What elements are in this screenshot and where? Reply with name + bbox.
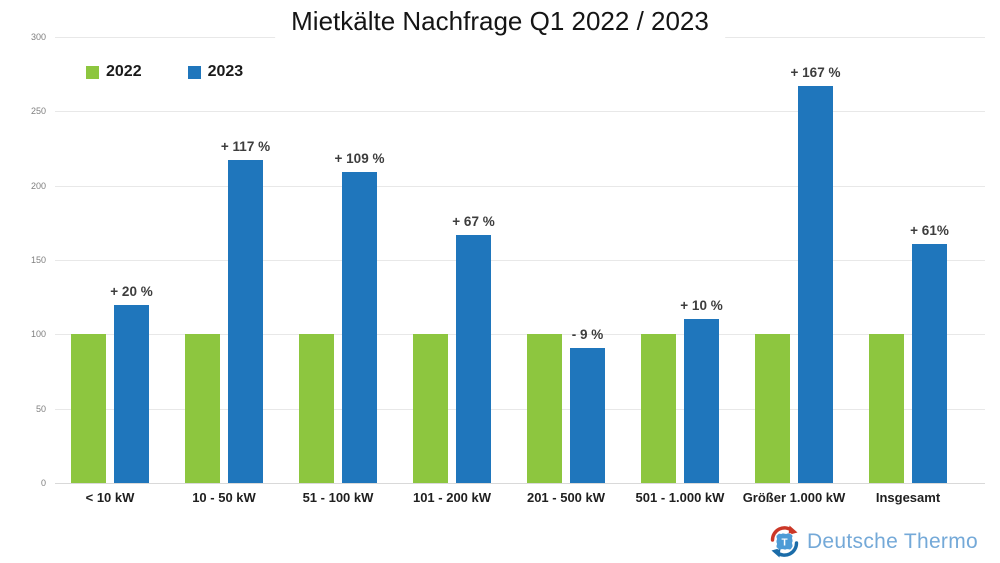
y-axis-tick-label: 150: [30, 255, 46, 265]
bar-2022: [71, 334, 106, 483]
chart-title: Mietkälte Nachfrage Q1 2022 / 2023: [275, 3, 725, 41]
bar-2023: [798, 86, 833, 483]
bar-group: + 67 %: [395, 0, 509, 483]
y-axis-tick-label: 0: [40, 478, 46, 488]
x-axis-label: 501 - 1.000 kW: [635, 490, 725, 505]
legend-swatch-2022: [86, 65, 99, 79]
bar-2023: [114, 304, 149, 483]
bar-value-label: + 117 %: [220, 139, 271, 155]
bar-2023: [570, 347, 605, 483]
y-axis-tick-label: 250: [30, 106, 46, 117]
gridline: [55, 408, 985, 410]
brand-logo: T Deutsche Thermo: [766, 523, 978, 560]
gridline: [55, 483, 985, 484]
bar-group: + 109 %: [281, 0, 395, 483]
x-axis-label: 51 - 100 kW: [302, 490, 374, 505]
legend-item-2023: 2023: [187, 63, 244, 81]
svg-text:T: T: [781, 538, 787, 549]
bar-2022: [413, 334, 448, 483]
y-axis-tick-label: 300: [30, 32, 46, 42]
bar-value-label: + 10 %: [680, 298, 723, 314]
legend-item-2022: 2022: [86, 63, 142, 81]
deutsche-thermo-logo-icon: T: [770, 525, 799, 558]
bar-value-label: + 61%: [910, 222, 949, 238]
legend-label-2022: 2022: [106, 63, 142, 80]
plot-area: + 20 % + 117 % + 109 % + 67 % - 9 % + 10 % + 1…: [53, 0, 965, 483]
bar-2023: [456, 234, 491, 483]
bar-group: + 117 %: [167, 0, 281, 483]
x-axis-label: 201 - 500 kW: [526, 490, 606, 505]
bar-2022: [869, 334, 904, 483]
legend-label-2023: 2023: [207, 63, 244, 80]
chart-legend: 2022 2023: [86, 63, 243, 81]
bar-2022: [527, 334, 562, 483]
x-axis-label: 101 - 200 kW: [412, 490, 492, 505]
bar-group: - 9 %: [509, 0, 623, 483]
bar-2023: [228, 160, 263, 483]
bar-2022: [641, 334, 676, 483]
y-axis-tick-label: 50: [35, 403, 46, 414]
bar-2022: [755, 334, 790, 483]
bar-group: + 20 %: [53, 0, 167, 483]
bar-value-label: - 9 %: [571, 326, 604, 342]
gridline: [55, 260, 985, 261]
y-axis-tick-label: 100: [30, 329, 46, 340]
x-axis: < 10 kW 10 - 50 kW 51 - 100 kW 101 - 200 kW…: [0, 490, 1000, 512]
bar-group: + 10 %: [623, 0, 737, 483]
bar-2023: [342, 172, 377, 483]
x-axis-label: < 10 kW: [85, 490, 135, 505]
gridline: [55, 334, 985, 336]
legend-swatch-2023: [187, 65, 201, 79]
logo-text: Deutsche Thermo: [806, 529, 978, 553]
x-axis-label: 10 - 50 kW: [192, 490, 256, 505]
bar-group: + 167 %: [737, 0, 851, 483]
bar-value-label: + 67 %: [452, 213, 495, 229]
bar-group: + 61%: [851, 0, 965, 483]
y-axis-tick-label: 200: [30, 180, 46, 191]
bar-2022: [299, 334, 334, 483]
x-axis-label: Größer 1.000 kW: [742, 490, 846, 505]
gridline: [55, 185, 985, 187]
bar-2022: [185, 334, 220, 483]
bar-value-label: + 109 %: [334, 151, 385, 167]
bar-value-label: + 167 %: [790, 65, 841, 81]
x-axis-label: Insgesamt: [875, 490, 941, 505]
bar-2023: [912, 243, 947, 483]
bar-value-label: + 20 %: [110, 283, 153, 299]
bar-2023: [684, 319, 719, 483]
gridline: [55, 111, 985, 113]
